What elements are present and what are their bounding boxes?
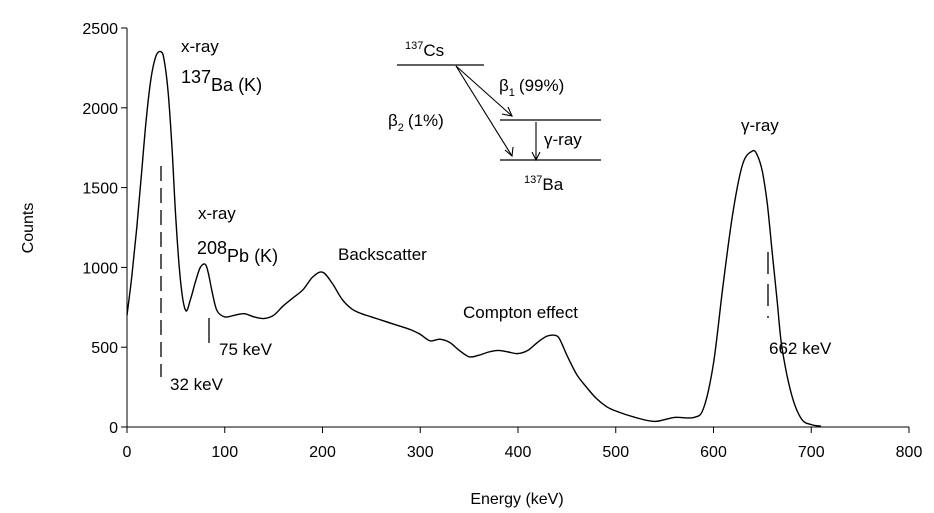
ba-mass: 137 bbox=[524, 174, 542, 186]
x-tick-label: 300 bbox=[407, 444, 434, 461]
gamma-arrowhead bbox=[531, 151, 541, 162]
beta1-arrow bbox=[455, 65, 513, 117]
x-tick-label: 600 bbox=[700, 444, 727, 461]
kev-662-label: 662 keV bbox=[769, 339, 832, 358]
gamma-peak-label: γ-ray bbox=[741, 116, 779, 135]
ba-xray-label: x-ray bbox=[181, 37, 219, 56]
y-tick-label: 2000 bbox=[82, 101, 118, 118]
x-tick-label: 0 bbox=[123, 444, 132, 461]
x-tick-label: 700 bbox=[798, 444, 825, 461]
cs-mass: 137 bbox=[405, 40, 423, 52]
cs-parent-label: 137Cs bbox=[405, 40, 444, 60]
x-tick-label: 800 bbox=[896, 444, 923, 461]
y-tick-label: 0 bbox=[109, 420, 118, 437]
pb-xray-element: Pb (K) bbox=[227, 246, 278, 266]
ba-xray-element: Ba (K) bbox=[211, 75, 262, 95]
cs-element: Cs bbox=[423, 41, 444, 60]
beta2-symbol: β bbox=[388, 111, 398, 130]
ba-xray-mass: 137 bbox=[181, 67, 211, 87]
y-tick-label: 2500 bbox=[82, 21, 118, 38]
y-tick-label: 500 bbox=[91, 340, 118, 357]
beta1-arrowhead bbox=[501, 106, 513, 117]
beta2-percent: (1%) bbox=[408, 111, 444, 130]
kev-32-label: 32 keV bbox=[170, 375, 224, 394]
y-tick-label: 1000 bbox=[82, 260, 118, 277]
x-tick-label: 200 bbox=[309, 444, 336, 461]
beta1-symbol: β bbox=[499, 76, 509, 95]
x-tick-label: 400 bbox=[505, 444, 532, 461]
axis-ticks: 0 100 200 300 400 500 600 700 800 0 500 1000 1500 200… bbox=[82, 21, 922, 461]
backscatter-label: Backscatter bbox=[338, 245, 427, 264]
beta1-index: 1 bbox=[509, 87, 515, 99]
beta2-label: β2 (1%) bbox=[388, 111, 444, 134]
beta2-arrowhead bbox=[504, 146, 514, 158]
x-tick-label: 500 bbox=[602, 444, 629, 461]
decay-gamma-label: γ-ray bbox=[544, 130, 582, 149]
ba-element: Ba bbox=[542, 175, 563, 194]
beta1-label: β1 (99%) bbox=[499, 76, 564, 99]
y-tick-label: 1500 bbox=[82, 181, 118, 198]
pb-xray-mass: 208 bbox=[197, 238, 227, 258]
pb-xray-label: x-ray bbox=[198, 204, 236, 223]
pb-xray-isotope-label: 208Pb (K) bbox=[197, 238, 278, 266]
decay-scheme-diagram: 137Cs β1 (99%) β2 (1%) γ-ray 137Ba bbox=[388, 40, 601, 194]
kev-75-label: 75 keV bbox=[219, 340, 273, 359]
compton-label: Compton effect bbox=[463, 303, 578, 322]
ba-daughter-label: 137Ba bbox=[524, 174, 564, 194]
beta2-index: 2 bbox=[398, 122, 404, 134]
x-axis-title: Energy (keV) bbox=[470, 491, 563, 508]
beta1-percent: (99%) bbox=[519, 76, 564, 95]
beta2-arrow bbox=[455, 65, 513, 157]
x-tick-label: 100 bbox=[211, 444, 238, 461]
y-axis-title: Counts bbox=[20, 203, 37, 254]
spectrum-line bbox=[126, 50, 822, 427]
ba-xray-isotope-label: 137Ba (K) bbox=[181, 67, 262, 95]
